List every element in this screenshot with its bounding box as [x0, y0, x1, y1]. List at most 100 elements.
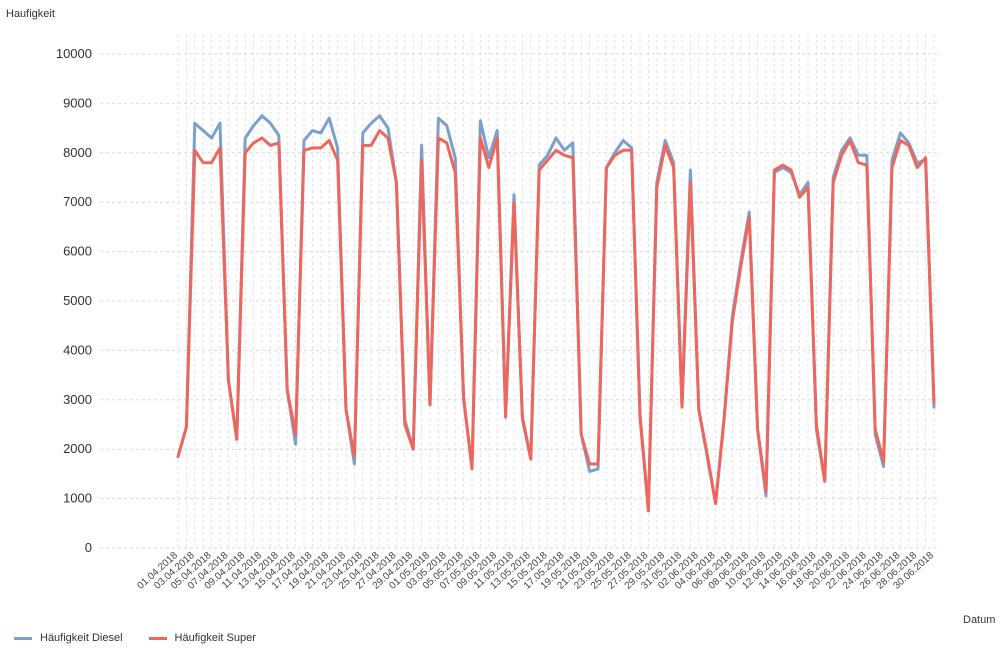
data-point-super [588, 462, 591, 466]
data-point-super [227, 378, 230, 382]
y-tick-label: 3000 [63, 392, 92, 407]
y-axis-title: Haufigkeit [6, 8, 55, 20]
data-point-super [378, 129, 381, 132]
data-point-super [722, 418, 726, 421]
legend-swatch-diesel [14, 636, 32, 640]
series-line-super [176, 129, 936, 513]
data-point-super [496, 136, 499, 140]
data-point-super [773, 168, 776, 172]
data-point-super [487, 166, 490, 169]
data-point-super [907, 144, 910, 147]
data-point-diesel [689, 168, 692, 172]
data-point-super [420, 159, 423, 162]
data-point-super [260, 136, 264, 140]
data-point-diesel [479, 119, 482, 122]
y-tick-label: 1000 [63, 491, 92, 506]
data-point-super [294, 433, 297, 436]
data-point-diesel [588, 470, 591, 473]
data-point-super [454, 171, 457, 174]
y-tick-label: 6000 [63, 244, 92, 259]
data-point-super [882, 460, 885, 463]
data-point-diesel [311, 129, 314, 132]
data-point-diesel [932, 406, 936, 409]
data-point-super [848, 139, 852, 142]
data-point-super [874, 428, 877, 431]
data-point-super [697, 408, 700, 411]
data-point-diesel [664, 139, 667, 142]
data-point-diesel [260, 114, 264, 117]
data-point-super [563, 154, 566, 157]
legend-label-diesel: Häufigkeit Diesel [40, 632, 123, 644]
data-point-diesel [596, 467, 600, 471]
data-point-super [176, 455, 180, 458]
data-point-diesel [748, 210, 751, 214]
data-point-diesel [420, 144, 423, 147]
legend-item-super[interactable]: Häufigkeit Super [148, 632, 256, 644]
data-point-diesel [840, 149, 843, 152]
data-point-super [596, 462, 600, 466]
data-point-super [680, 406, 684, 409]
data-point-super [328, 139, 331, 142]
data-point-super [832, 181, 835, 184]
data-point-super [504, 415, 507, 419]
data-point-super [638, 415, 642, 419]
data-point-super [916, 166, 919, 169]
data-point-super [781, 163, 784, 167]
data-point-diesel [353, 462, 356, 466]
data-point-diesel [437, 117, 440, 120]
data-point-super [521, 415, 524, 419]
data-point-diesel [571, 141, 574, 145]
data-point-diesel [622, 139, 625, 142]
data-point-diesel [865, 154, 868, 157]
data-point-super [336, 159, 339, 162]
data-point-super [865, 163, 868, 167]
data-point-super [613, 154, 616, 157]
legend-label-super: Häufigkeit Super [174, 632, 256, 644]
data-point-super [470, 467, 474, 471]
data-point-super [756, 428, 759, 431]
data-point-super [790, 168, 793, 172]
data-point-diesel [512, 193, 516, 196]
data-point-super [210, 161, 213, 164]
y-tick-label: 7000 [63, 194, 92, 209]
data-point-super [731, 319, 734, 322]
data-point-diesel [848, 136, 852, 140]
y-tick-label: 0 [85, 540, 92, 555]
data-point-super [857, 161, 860, 164]
data-point-super [630, 149, 633, 152]
data-point-super [302, 149, 306, 152]
data-point-super [538, 168, 541, 172]
data-point-super [739, 265, 742, 268]
data-point-super [193, 149, 196, 152]
data-point-super [428, 403, 432, 406]
data-point-super [571, 156, 574, 159]
data-point-super [202, 161, 205, 164]
legend-swatch-super [148, 636, 167, 640]
data-point-super [815, 423, 818, 426]
legend: Häufigkeit Diesel Häufigkeit Super [14, 632, 272, 644]
legend-item-diesel[interactable]: Häufigkeit Diesel [14, 632, 123, 644]
data-point-diesel [361, 131, 364, 135]
data-point-diesel [328, 117, 331, 120]
y-tick-label: 2000 [63, 441, 92, 456]
data-point-super [655, 186, 658, 189]
data-point-diesel [202, 129, 205, 132]
data-point-super [252, 141, 255, 145]
y-tick-label: 8000 [63, 145, 92, 160]
data-point-diesel [899, 131, 902, 135]
data-point-diesel [882, 465, 885, 468]
data-point-diesel [630, 146, 633, 150]
data-point-super [899, 139, 902, 142]
data-point-super [672, 166, 675, 169]
y-tick-label: 9000 [63, 95, 92, 110]
data-point-super [269, 144, 272, 147]
data-point-super [512, 201, 516, 204]
data-point-super [580, 433, 583, 436]
data-point-super [361, 144, 364, 147]
data-point-super [840, 154, 843, 157]
data-point-super [546, 159, 549, 162]
data-point-super [244, 151, 247, 154]
data-point-diesel [454, 156, 457, 159]
data-point-diesel [538, 163, 541, 167]
